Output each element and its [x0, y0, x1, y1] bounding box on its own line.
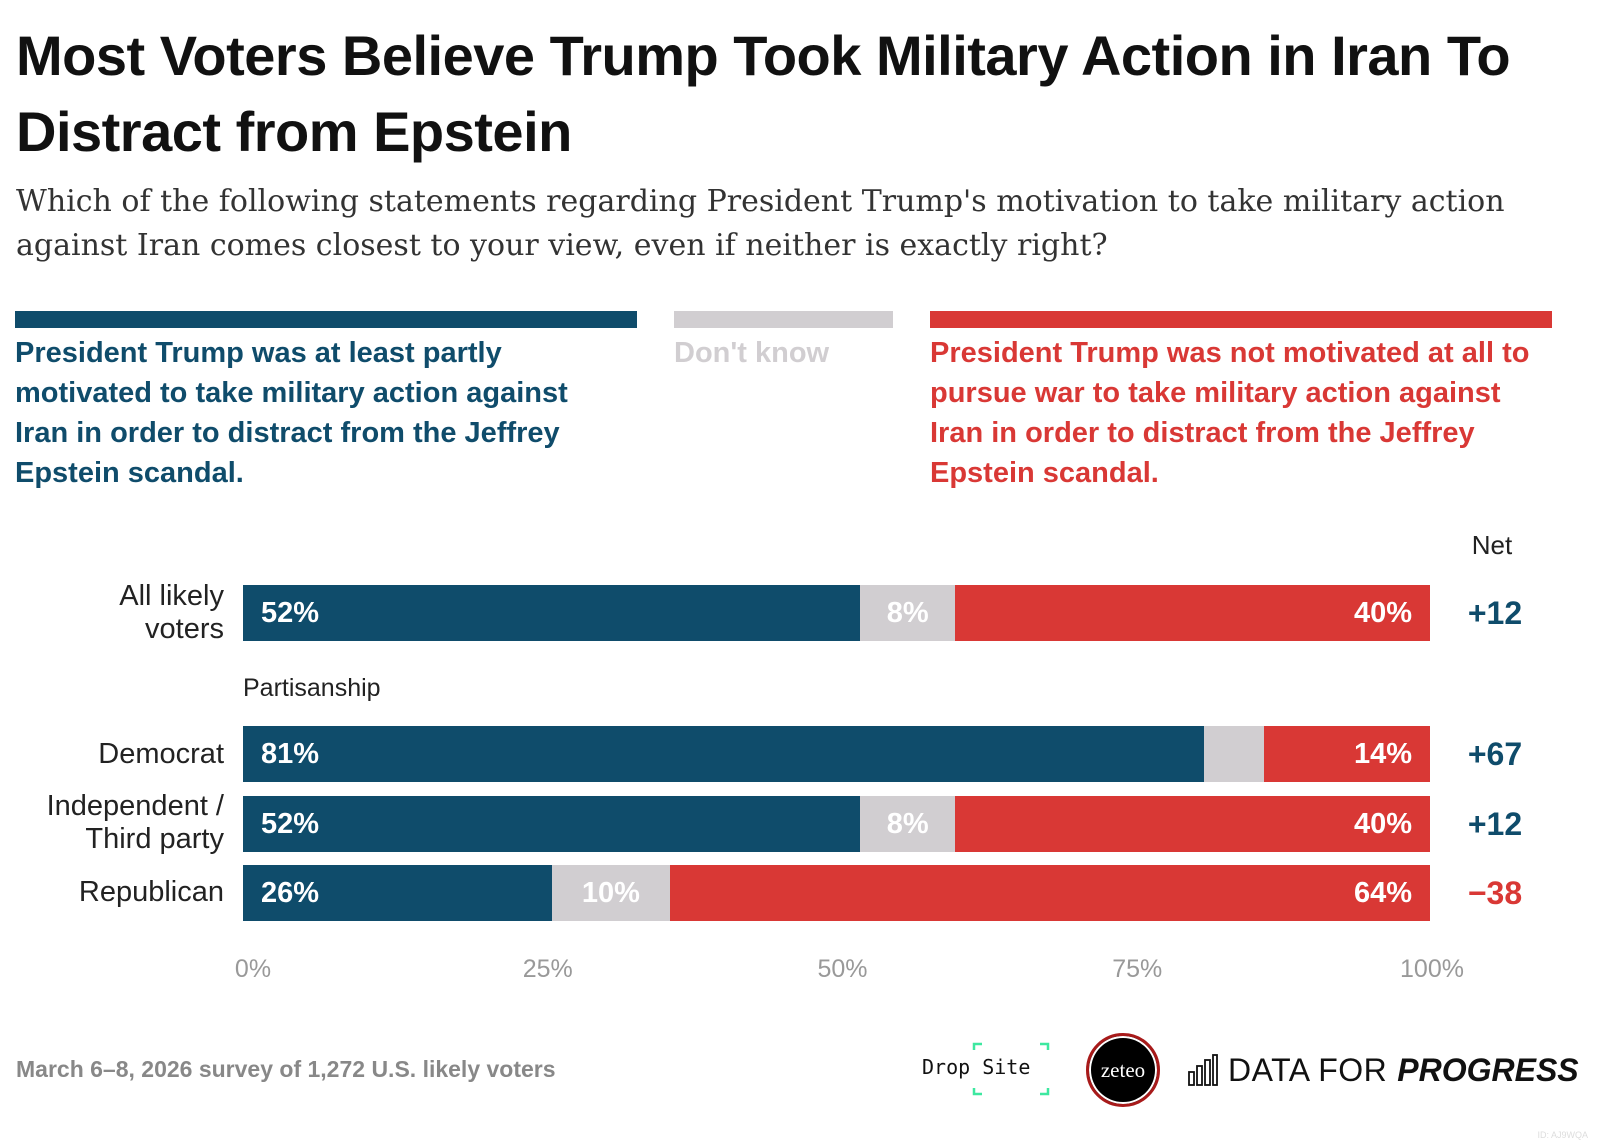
chart-id: ID: AJ9WQA: [1537, 1130, 1588, 1140]
chart-subtitle: Which of the following statements regard…: [16, 184, 1505, 263]
legend-swatch-dont-know: [674, 311, 893, 328]
bar-segment: [243, 796, 861, 852]
x-tick-label: 25%: [522, 955, 573, 983]
data-label: 26%: [261, 877, 320, 909]
net-value: +12: [1467, 806, 1523, 842]
legend-dont-know: Don't know: [674, 337, 830, 369]
bar-segment: [670, 865, 1430, 921]
x-tick-label: 100%: [1400, 955, 1464, 983]
row-label: Third party: [85, 823, 224, 855]
data-label: 10%: [581, 877, 640, 909]
x-tick-label: 50%: [817, 955, 868, 983]
row-label: Republican: [78, 876, 224, 908]
legend-not-motivated: President Trump was not motivated at all…: [930, 337, 1530, 489]
legend-swatch-not-motivated: [930, 311, 1552, 328]
dfp-logo-text-1: DATA FOR: [1228, 1051, 1388, 1088]
row-label: voters: [145, 613, 224, 645]
net-value: +67: [1467, 736, 1523, 772]
bar-chart-icon: [1188, 1054, 1218, 1086]
data-label: 52%: [261, 597, 320, 629]
data-label: 40%: [1353, 808, 1412, 840]
data-label: 8%: [886, 597, 929, 629]
data-label: 52%: [261, 808, 320, 840]
data-label: 8%: [886, 808, 929, 840]
drop-site-logo: Drop Site: [922, 1042, 1050, 1096]
bar-segment: [860, 796, 956, 852]
stacked-bar-chart: All likely voters 52% 8% 40% +12 Democrat 81% 14…: [46, 580, 1523, 983]
dfp-logo-text-2: PROGRESS: [1397, 1051, 1579, 1088]
legend-motivated: President Trump was at least partly moti…: [15, 337, 568, 489]
data-label: 64%: [1353, 877, 1412, 909]
data-label: 14%: [1353, 738, 1412, 770]
bar-segment: [551, 865, 671, 921]
bar-segment: [955, 585, 1430, 641]
net-value: +12: [1467, 595, 1523, 631]
net-value: −38: [1467, 875, 1523, 911]
data-label: 40%: [1353, 597, 1412, 629]
data-label: 81%: [261, 738, 320, 770]
bar-segment: [1263, 726, 1430, 782]
bar-segment: [955, 796, 1430, 852]
bar-segment: [243, 865, 552, 921]
zeteo-logo: zeteo: [1086, 1033, 1160, 1107]
drop-site-logo-text: Drop Site: [922, 1055, 1031, 1079]
data-for-progress-logo: DATA FOR PROGRESS: [1188, 1050, 1579, 1090]
bar-segment: [1204, 726, 1264, 782]
group-label-partisanship: Partisanship: [243, 674, 381, 702]
footer-note: March 6–8, 2026 survey of 1,272 U.S. lik…: [16, 1056, 556, 1082]
bar-segment: [860, 585, 956, 641]
row-label: All likely: [119, 580, 224, 612]
bar-segment: [243, 585, 861, 641]
legend-swatch-motivated: [15, 311, 637, 328]
x-tick-label: 75%: [1112, 955, 1163, 983]
chart-title: Most Voters Believe Trump Took Military …: [16, 24, 1511, 163]
bar-segment: [243, 726, 1205, 782]
row-label: Democrat: [98, 738, 224, 770]
net-header: Net: [1471, 530, 1513, 560]
x-tick-label: 0%: [234, 955, 272, 983]
row-label: Independent /: [46, 790, 224, 822]
